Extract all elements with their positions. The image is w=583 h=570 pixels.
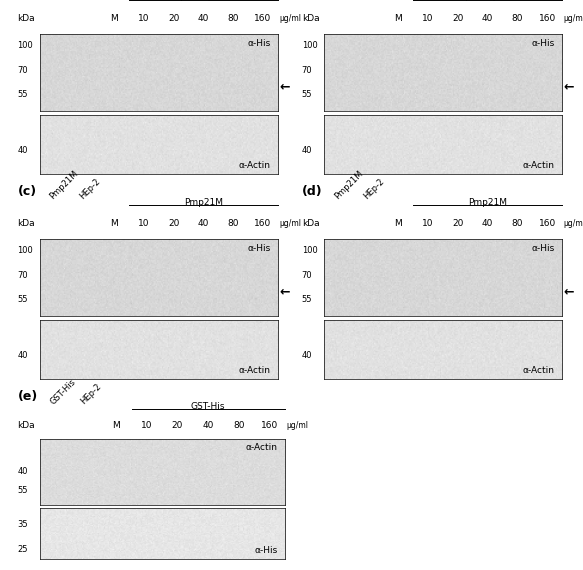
Text: HEp-2: HEp-2 bbox=[362, 177, 387, 201]
Text: ←: ← bbox=[564, 285, 574, 298]
Text: 20: 20 bbox=[168, 219, 180, 229]
Text: α-His: α-His bbox=[532, 245, 555, 254]
Text: ←: ← bbox=[280, 80, 290, 93]
Text: 40: 40 bbox=[198, 14, 209, 23]
Text: μg/ml: μg/ml bbox=[279, 14, 301, 23]
Text: 80: 80 bbox=[233, 421, 245, 430]
Text: kDa: kDa bbox=[17, 14, 35, 23]
Text: 70: 70 bbox=[302, 66, 312, 75]
Text: 20: 20 bbox=[172, 421, 183, 430]
Text: 55: 55 bbox=[17, 89, 28, 99]
Text: (d): (d) bbox=[302, 185, 322, 198]
Text: α-Actin: α-Actin bbox=[245, 443, 278, 452]
Text: ←: ← bbox=[564, 80, 574, 93]
Text: M: M bbox=[110, 219, 118, 229]
Text: μg/ml: μg/ml bbox=[563, 14, 583, 23]
Text: 100: 100 bbox=[302, 41, 318, 50]
Text: α-His: α-His bbox=[532, 39, 555, 48]
Text: HEp-2: HEp-2 bbox=[78, 177, 102, 201]
Text: α-His: α-His bbox=[247, 245, 271, 254]
Text: Pmp21M: Pmp21M bbox=[48, 169, 80, 201]
Text: Pmp-like protein: Pmp-like protein bbox=[166, 0, 240, 1]
Text: 40: 40 bbox=[302, 146, 312, 154]
Text: 100: 100 bbox=[17, 41, 33, 50]
Text: 20: 20 bbox=[452, 14, 463, 23]
Text: 160: 160 bbox=[539, 219, 556, 229]
Text: 10: 10 bbox=[422, 219, 434, 229]
Text: α-His: α-His bbox=[254, 546, 278, 555]
Text: HEp-2: HEp-2 bbox=[79, 382, 103, 406]
Text: M: M bbox=[113, 421, 120, 430]
Text: 40: 40 bbox=[17, 351, 28, 360]
Text: Pmp21M: Pmp21M bbox=[332, 169, 364, 201]
Text: (c): (c) bbox=[17, 185, 37, 198]
Text: 20: 20 bbox=[452, 219, 463, 229]
Text: 100: 100 bbox=[17, 246, 33, 255]
Text: α-Actin: α-Actin bbox=[238, 366, 271, 375]
Text: 10: 10 bbox=[138, 219, 150, 229]
Text: 40: 40 bbox=[17, 146, 28, 154]
Text: kDa: kDa bbox=[17, 219, 35, 229]
Text: 40: 40 bbox=[302, 351, 312, 360]
Text: μg/ml: μg/ml bbox=[279, 219, 301, 229]
Text: kDa: kDa bbox=[302, 219, 319, 229]
Text: 80: 80 bbox=[227, 219, 239, 229]
Text: 10: 10 bbox=[422, 14, 434, 23]
Text: 55: 55 bbox=[302, 295, 312, 304]
Text: GST-His: GST-His bbox=[191, 402, 226, 411]
Text: 10: 10 bbox=[141, 421, 153, 430]
Text: 55: 55 bbox=[17, 486, 28, 495]
Text: Pmp21M: Pmp21M bbox=[468, 198, 507, 206]
Text: 40: 40 bbox=[198, 219, 209, 229]
Text: kDa: kDa bbox=[302, 14, 319, 23]
Text: 40: 40 bbox=[17, 467, 28, 476]
Text: 80: 80 bbox=[512, 14, 523, 23]
Text: 40: 40 bbox=[202, 421, 214, 430]
Text: kDa: kDa bbox=[17, 421, 35, 430]
Text: 80: 80 bbox=[512, 219, 523, 229]
Text: 70: 70 bbox=[302, 271, 312, 280]
Text: 25: 25 bbox=[17, 545, 28, 554]
Text: M: M bbox=[395, 14, 402, 23]
Text: 80: 80 bbox=[227, 14, 239, 23]
Text: Pmp-like protein: Pmp-like protein bbox=[451, 0, 525, 1]
Text: M: M bbox=[395, 219, 402, 229]
Text: 70: 70 bbox=[17, 271, 28, 280]
Text: α-His: α-His bbox=[247, 39, 271, 48]
Text: 160: 160 bbox=[261, 421, 278, 430]
Text: M: M bbox=[110, 14, 118, 23]
Text: GST-His: GST-His bbox=[48, 377, 78, 406]
Text: 40: 40 bbox=[482, 219, 493, 229]
Text: α-Actin: α-Actin bbox=[238, 161, 271, 170]
Text: 160: 160 bbox=[254, 219, 272, 229]
Text: 160: 160 bbox=[254, 14, 272, 23]
Text: 55: 55 bbox=[17, 295, 28, 304]
Text: α-Actin: α-Actin bbox=[523, 366, 555, 375]
Text: α-Actin: α-Actin bbox=[523, 161, 555, 170]
Text: 35: 35 bbox=[17, 520, 28, 528]
Text: μg/ml: μg/ml bbox=[286, 421, 308, 430]
Text: Pmp21M: Pmp21M bbox=[184, 198, 223, 206]
Text: 55: 55 bbox=[302, 89, 312, 99]
Text: 40: 40 bbox=[482, 14, 493, 23]
Text: 10: 10 bbox=[138, 14, 150, 23]
Text: 160: 160 bbox=[539, 14, 556, 23]
Text: ←: ← bbox=[280, 285, 290, 298]
Text: (e): (e) bbox=[17, 390, 38, 403]
Text: 100: 100 bbox=[302, 246, 318, 255]
Text: 20: 20 bbox=[168, 14, 180, 23]
Text: 70: 70 bbox=[17, 66, 28, 75]
Text: μg/ml: μg/ml bbox=[563, 219, 583, 229]
